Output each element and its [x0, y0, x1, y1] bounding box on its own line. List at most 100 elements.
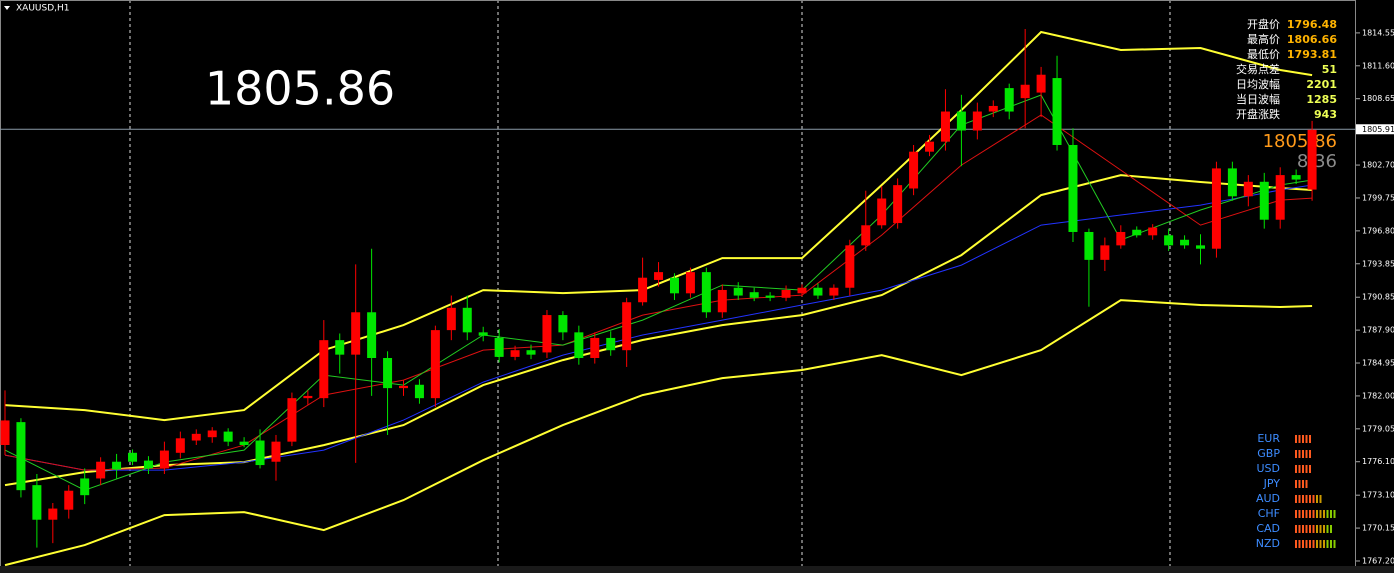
candle-body: [558, 315, 568, 333]
info-label: 开盘价: [1247, 17, 1280, 31]
strength-segment: [1298, 495, 1301, 503]
strength-segment: [1309, 540, 1311, 548]
strength-segment: [1298, 465, 1301, 473]
candle-body: [16, 422, 26, 491]
strength-bar: [1295, 435, 1311, 443]
strength-segment: [1309, 495, 1311, 503]
candle-body: [367, 312, 377, 359]
candle-body: [0, 420, 10, 445]
candle-body: [542, 315, 552, 353]
candle-body: [335, 340, 345, 355]
info-value: 1285: [1306, 93, 1337, 106]
big-price: 1805.86: [205, 62, 395, 116]
candle-body: [1164, 235, 1174, 246]
candle-body: [1211, 168, 1221, 249]
candle-body: [909, 151, 919, 189]
strength-segment: [1305, 480, 1308, 488]
info-value: 1806.66: [1287, 33, 1337, 46]
y-tick-label: 1776.10: [1362, 457, 1394, 466]
strength-segment: [1312, 540, 1315, 548]
candle-body: [1004, 88, 1014, 112]
strength-segment: [1330, 525, 1332, 533]
candle-body: [925, 141, 935, 152]
candle-body: [717, 289, 727, 313]
y-tick-label: 1790.85: [1362, 293, 1394, 302]
strength-segment: [1295, 480, 1297, 488]
candle-body: [765, 295, 775, 298]
indicator-line: [4, 299, 1313, 567]
bid-tag: [1356, 124, 1394, 135]
candle-body: [494, 337, 504, 357]
candle-body: [446, 307, 456, 331]
strength-segment: [1295, 465, 1297, 473]
strength-segment: [1319, 495, 1322, 503]
candle-body: [1148, 227, 1158, 236]
y-tick-label: 1814.55: [1362, 28, 1394, 37]
y-tick-label: 1811.60: [1362, 61, 1394, 70]
candle-body: [1036, 74, 1046, 93]
strength-segment: [1323, 525, 1325, 533]
candle-body: [207, 430, 217, 438]
strength-segment: [1298, 540, 1301, 548]
candle-body: [781, 289, 791, 298]
strength-bar: [1295, 510, 1336, 518]
candle-body: [255, 440, 265, 466]
strength-segment: [1295, 435, 1297, 443]
indicator-line: [4, 114, 1313, 471]
strength-bar: [1295, 465, 1311, 473]
candle-body: [175, 438, 185, 453]
bottom-strip: [0, 566, 1394, 573]
strength-segment: [1326, 510, 1329, 518]
info-label: 最低价: [1247, 48, 1280, 61]
candle-body: [143, 460, 153, 469]
candle-body: [351, 312, 361, 355]
currency-label: GBP: [1257, 447, 1280, 460]
candle-body: [1084, 231, 1094, 260]
y-tick-label: 1767.20: [1362, 556, 1394, 565]
strength-segment: [1295, 450, 1297, 458]
info-value: 1793.81: [1287, 48, 1337, 61]
candle-body: [287, 398, 297, 442]
strength-segment: [1305, 435, 1308, 443]
strength-segment: [1302, 525, 1304, 533]
strength-segment: [1305, 465, 1308, 473]
candle-body: [685, 272, 695, 294]
candle-body: [478, 332, 488, 336]
strength-segment: [1319, 540, 1322, 548]
strength-segment: [1305, 540, 1308, 548]
strength-segment: [1302, 465, 1304, 473]
strength-segment: [1330, 510, 1332, 518]
info-value: 51: [1322, 63, 1337, 76]
strength-segment: [1309, 525, 1311, 533]
strength-segment: [1302, 540, 1304, 548]
strength-segment: [1316, 525, 1318, 533]
candle-body: [1100, 245, 1110, 260]
candle-body: [1307, 129, 1317, 190]
candle-body: [1227, 168, 1237, 197]
strength-segment: [1316, 540, 1318, 548]
strength-segment: [1316, 495, 1318, 503]
candle-body: [112, 461, 122, 470]
strength-segment: [1323, 540, 1325, 548]
candle-body: [128, 452, 138, 462]
strength-segment: [1298, 510, 1301, 518]
y-tick-label: 1773.10: [1362, 491, 1394, 500]
price-label: 1805.86: [1263, 131, 1337, 152]
info-value: 1796.48: [1287, 18, 1337, 31]
y-tick-label: 1796.80: [1362, 226, 1394, 235]
y-tick-label: 1799.75: [1362, 193, 1394, 202]
candle-body: [861, 225, 871, 246]
strength-segment: [1305, 450, 1308, 458]
candle-body: [414, 384, 424, 399]
candle-body: [733, 287, 743, 296]
info-label: 交易点差: [1236, 62, 1280, 76]
y-tick-label: 1808.65: [1362, 94, 1394, 103]
bid-label: 1805.91: [1362, 125, 1394, 134]
candle-body: [749, 292, 759, 298]
candle-body: [1291, 175, 1301, 180]
candle-body: [1052, 78, 1062, 145]
y-tick-label: 1782.00: [1362, 391, 1394, 400]
strength-segment: [1295, 495, 1297, 503]
candle-body: [80, 478, 90, 496]
